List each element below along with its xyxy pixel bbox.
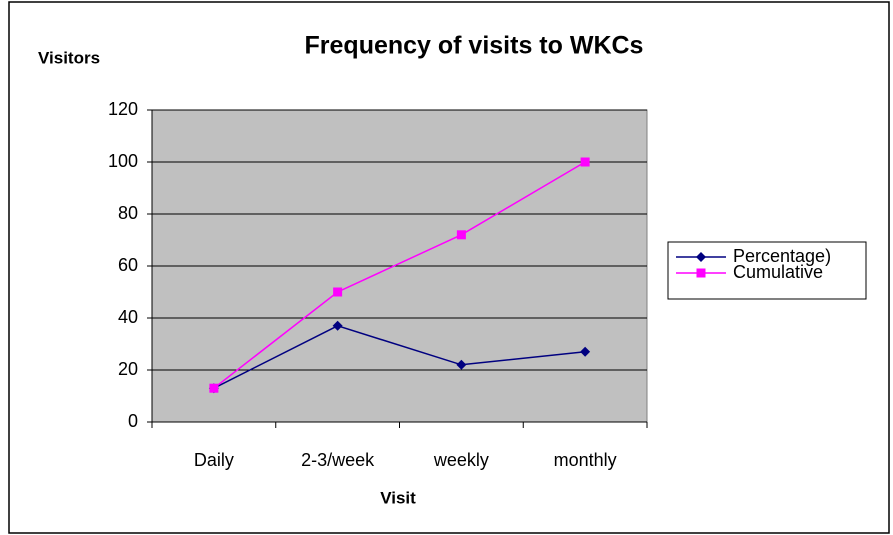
y-tick-label: 40 [118, 307, 138, 327]
y-tick-label: 0 [128, 411, 138, 431]
y-tick-label: 100 [108, 151, 138, 171]
y-tick-label: 20 [118, 359, 138, 379]
x-tick-label: monthly [554, 450, 617, 470]
marker [332, 320, 343, 331]
marker [333, 287, 343, 297]
y-axis-label: Visitors [38, 48, 100, 67]
y-tick-label: 60 [118, 255, 138, 275]
marker [580, 157, 590, 167]
x-tick-label: weekly [433, 450, 489, 470]
marker [696, 252, 706, 262]
series-line [213, 324, 586, 389]
legend-label: Percentage) [733, 246, 831, 266]
marker [456, 230, 466, 240]
series-line [213, 161, 586, 389]
y-tick-label: 80 [118, 203, 138, 223]
legend-label: Cumulative [733, 262, 823, 282]
marker [456, 359, 467, 370]
x-tick-label: Daily [194, 450, 234, 470]
chart-title: Frequency of visits to WKCs [305, 32, 644, 60]
marker [209, 383, 219, 393]
x-axis-label: Visit [380, 488, 416, 507]
y-tick-label: 120 [108, 99, 138, 119]
x-tick-label: 2-3/week [301, 450, 375, 470]
marker [696, 268, 706, 278]
marker [580, 346, 591, 357]
